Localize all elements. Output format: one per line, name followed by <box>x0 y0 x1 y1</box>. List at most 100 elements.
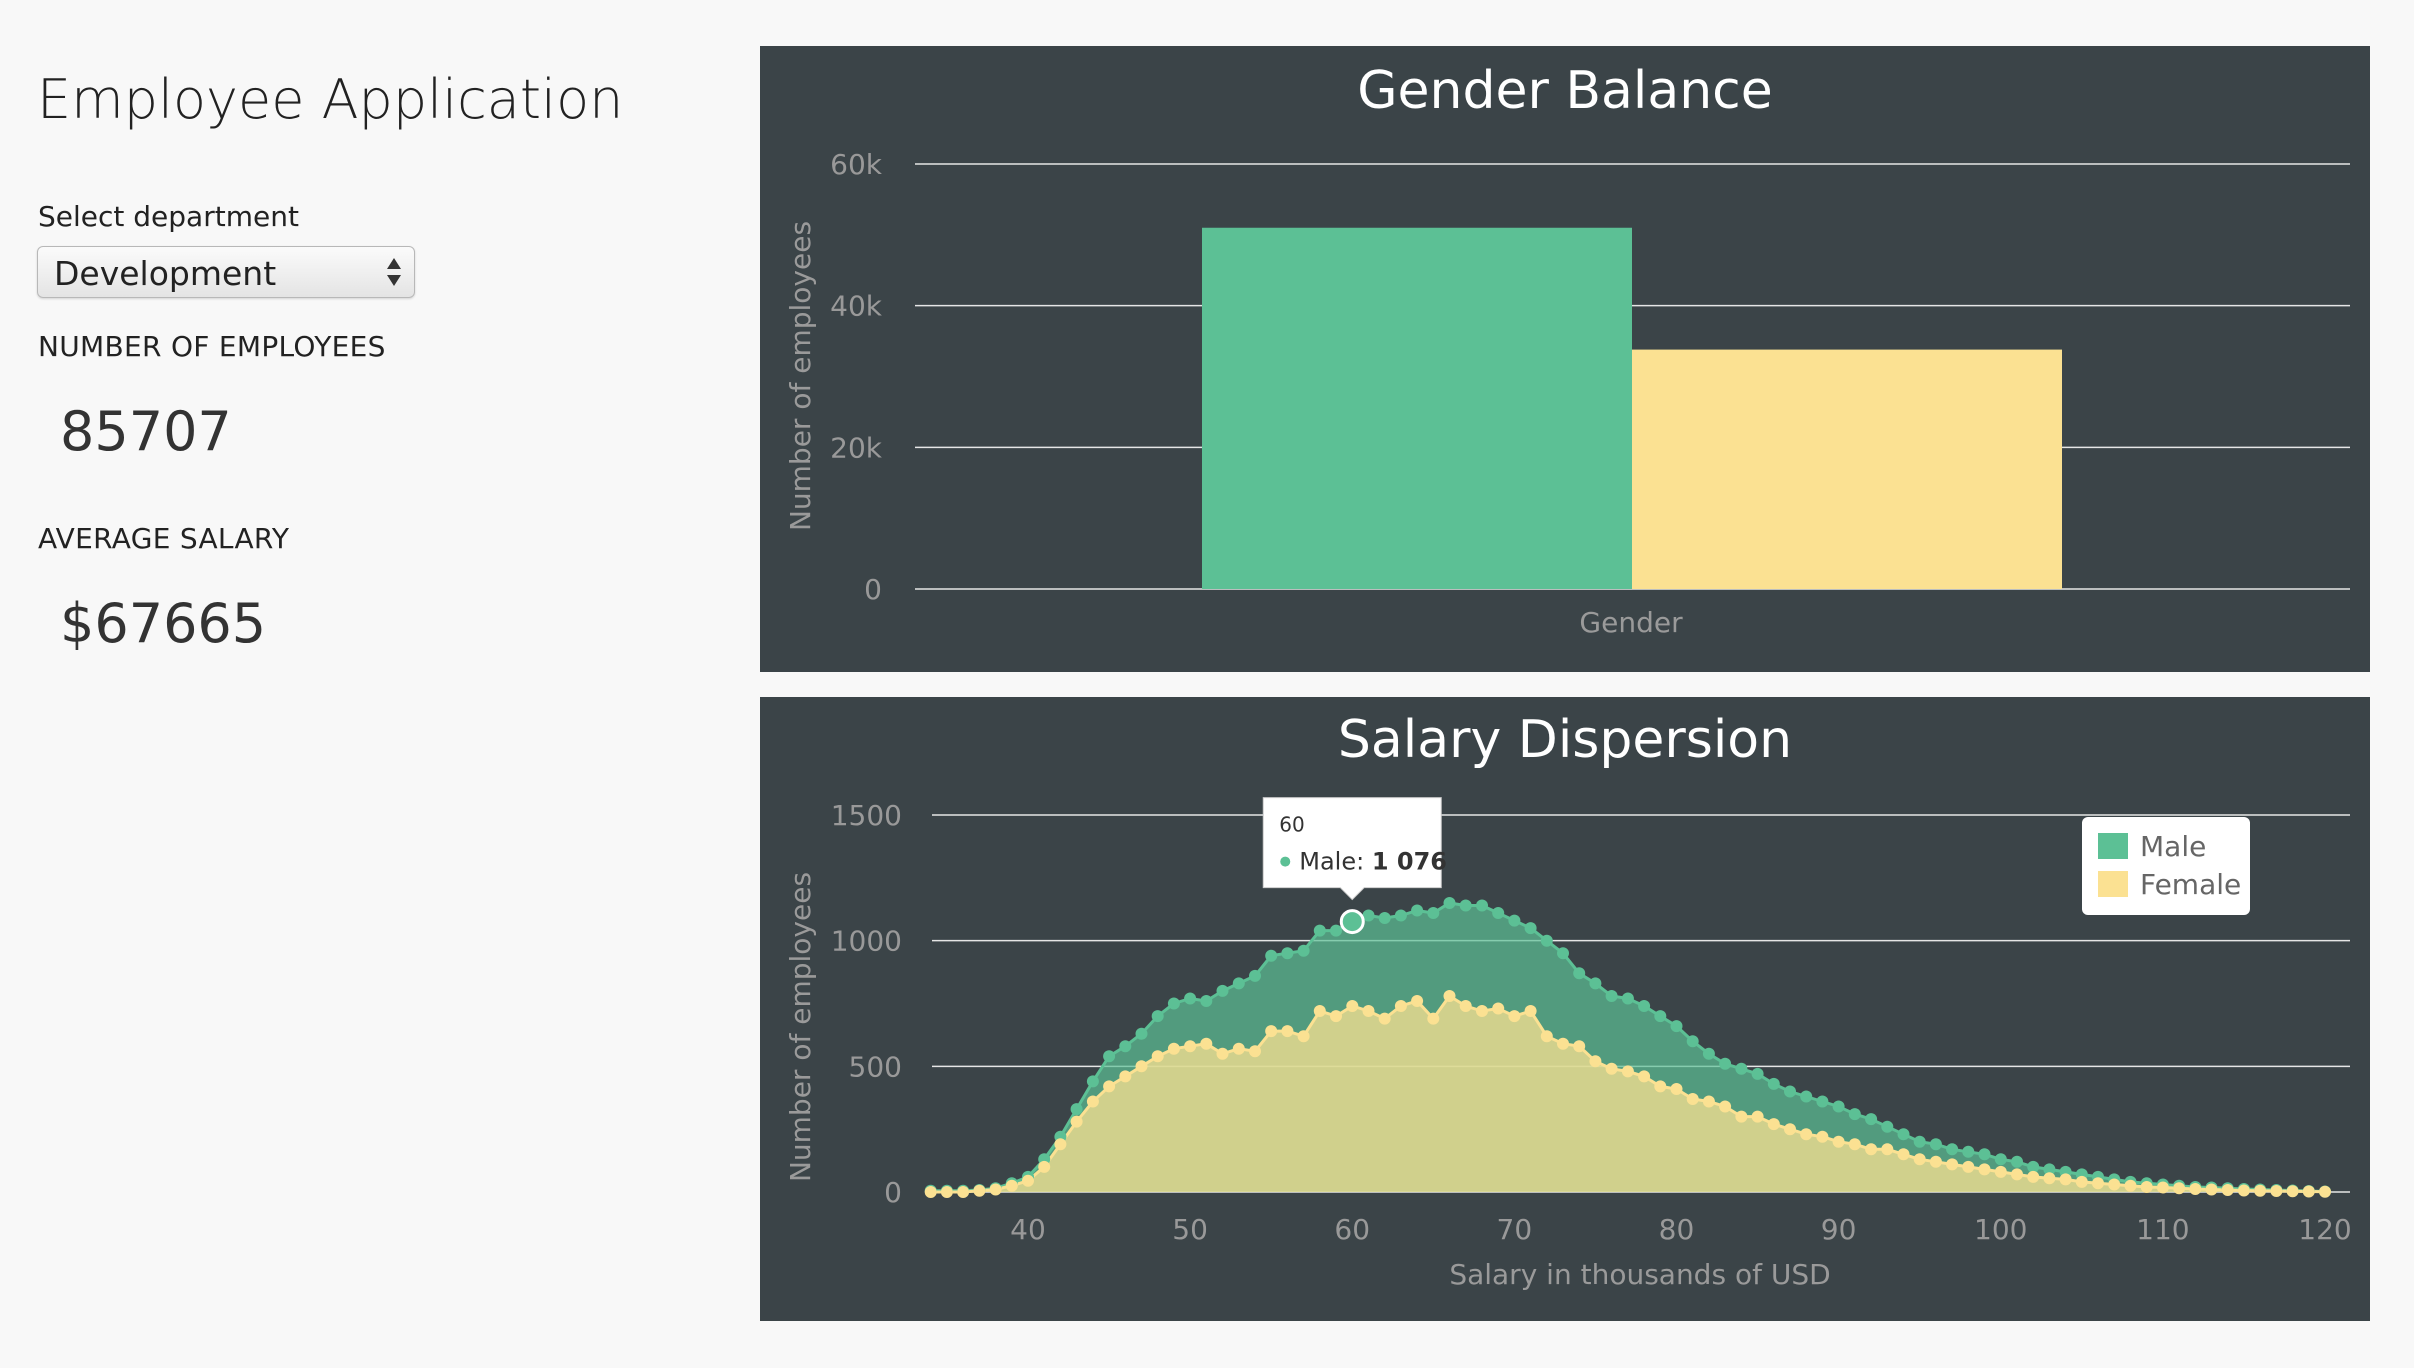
point-male[interactable] <box>1621 992 1634 1005</box>
point-female[interactable] <box>1719 1100 1732 1113</box>
point-male[interactable] <box>1589 977 1602 990</box>
point-female[interactable] <box>2059 1173 2072 1186</box>
point-male[interactable] <box>1670 1020 1683 1033</box>
point-male[interactable] <box>1784 1085 1796 1098</box>
point-female[interactable] <box>1362 1005 1375 1017</box>
point-male[interactable] <box>1702 1047 1715 1060</box>
point-male[interactable] <box>1411 904 1424 917</box>
point-female[interactable] <box>1962 1160 1975 1173</box>
point-male[interactable] <box>1913 1135 1926 1148</box>
bar-female[interactable] <box>1632 349 2062 589</box>
point-male[interactable] <box>1151 1010 1164 1023</box>
point-male[interactable] <box>1524 922 1537 935</box>
point-male[interactable] <box>1800 1090 1813 1103</box>
point-female[interactable] <box>2286 1185 2299 1198</box>
point-male[interactable] <box>1832 1100 1845 1113</box>
point-male[interactable] <box>1265 949 1278 962</box>
department-select[interactable]: Development <box>37 246 415 298</box>
point-female[interactable] <box>1330 1010 1342 1023</box>
point-female[interactable] <box>1476 1005 1488 1017</box>
point-female[interactable] <box>2173 1182 2186 1195</box>
point-female[interactable] <box>1702 1095 1715 1108</box>
point-female[interactable] <box>1767 1118 1780 1131</box>
point-female[interactable] <box>1313 1005 1326 1017</box>
point-male[interactable] <box>1994 1153 2007 1166</box>
point-male[interactable] <box>1540 934 1553 947</box>
point-male[interactable] <box>1378 912 1391 924</box>
point-female[interactable] <box>1443 990 1456 1002</box>
point-female[interactable] <box>1119 1070 1132 1083</box>
point-female[interactable] <box>1686 1093 1699 1105</box>
point-male[interactable] <box>1929 1138 1942 1151</box>
point-female[interactable] <box>1929 1155 1942 1168</box>
legend-item-female[interactable]: Female <box>2140 868 2241 901</box>
point-female[interactable] <box>1005 1179 1018 1192</box>
point-female[interactable] <box>1378 1012 1391 1025</box>
point-male[interactable] <box>1573 967 1586 980</box>
point-female[interactable] <box>1524 1005 1537 1017</box>
point-female[interactable] <box>2043 1172 2056 1185</box>
point-female[interactable] <box>1232 1042 1245 1055</box>
point-female[interactable] <box>2237 1184 2250 1197</box>
point-female[interactable] <box>1816 1130 1829 1143</box>
point-female[interactable] <box>1411 995 1424 1007</box>
point-male[interactable] <box>1313 924 1326 937</box>
point-female[interactable] <box>2221 1184 2234 1196</box>
point-male[interactable] <box>2011 1155 2023 1168</box>
point-female[interactable] <box>1508 1010 1521 1023</box>
point-male[interactable] <box>1427 907 1440 919</box>
point-male[interactable] <box>1848 1108 1861 1121</box>
point-female[interactable] <box>1946 1158 1959 1171</box>
point-female[interactable] <box>1249 1045 1261 1058</box>
point-female[interactable] <box>1994 1165 2007 1178</box>
point-male[interactable] <box>1638 1000 1651 1012</box>
point-male[interactable] <box>1865 1113 1878 1126</box>
point-female[interactable] <box>1573 1040 1586 1053</box>
legend-item-male[interactable]: Male <box>2140 830 2206 863</box>
point-male[interactable] <box>1362 909 1375 922</box>
point-female[interactable] <box>1346 1000 1359 1012</box>
point-male[interactable] <box>1719 1057 1732 1070</box>
point-male[interactable] <box>1070 1103 1083 1116</box>
point-male[interactable] <box>1119 1040 1132 1053</box>
point-male[interactable] <box>1962 1145 1975 1158</box>
point-female[interactable] <box>940 1186 953 1198</box>
point-male[interactable] <box>1200 995 1213 1007</box>
bar-male[interactable] <box>1202 227 1632 589</box>
point-female[interactable] <box>1751 1110 1764 1123</box>
point-female[interactable] <box>1038 1160 1051 1173</box>
point-female[interactable] <box>1978 1163 1991 1176</box>
point-male[interactable] <box>2043 1163 2056 1176</box>
point-female[interactable] <box>1540 1030 1553 1043</box>
point-female[interactable] <box>1638 1070 1651 1083</box>
point-female[interactable] <box>2140 1181 2153 1193</box>
point-female[interactable] <box>1022 1174 1034 1187</box>
point-male[interactable] <box>1881 1120 1894 1133</box>
point-female[interactable] <box>1897 1148 1910 1161</box>
point-female[interactable] <box>1103 1080 1116 1093</box>
point-male[interactable] <box>1735 1062 1748 1075</box>
point-female[interactable] <box>2156 1181 2169 1194</box>
point-female[interactable] <box>2075 1175 2088 1188</box>
point-female[interactable] <box>2189 1183 2202 1195</box>
point-female[interactable] <box>2011 1168 2023 1181</box>
point-female[interactable] <box>1784 1123 1796 1136</box>
point-female[interactable] <box>2302 1185 2315 1198</box>
point-male[interactable] <box>2027 1160 2040 1173</box>
point-female[interactable] <box>1054 1138 1067 1151</box>
point-female[interactable] <box>1394 1000 1407 1012</box>
point-female[interactable] <box>1184 1040 1197 1053</box>
point-female[interactable] <box>1913 1153 1926 1166</box>
point-male[interactable] <box>1557 947 1569 960</box>
point-male[interactable] <box>1330 924 1342 937</box>
point-female[interactable] <box>2092 1177 2104 1190</box>
point-female[interactable] <box>2205 1183 2218 1196</box>
point-male[interactable] <box>1297 944 1310 957</box>
point-male[interactable] <box>1978 1148 1991 1161</box>
point-female[interactable] <box>1832 1135 1845 1148</box>
point-male[interactable] <box>1508 914 1521 927</box>
point-female[interactable] <box>2319 1185 2331 1198</box>
point-male[interactable] <box>1654 1010 1667 1023</box>
point-female[interactable] <box>1167 1042 1180 1055</box>
point-male[interactable] <box>1394 909 1407 922</box>
